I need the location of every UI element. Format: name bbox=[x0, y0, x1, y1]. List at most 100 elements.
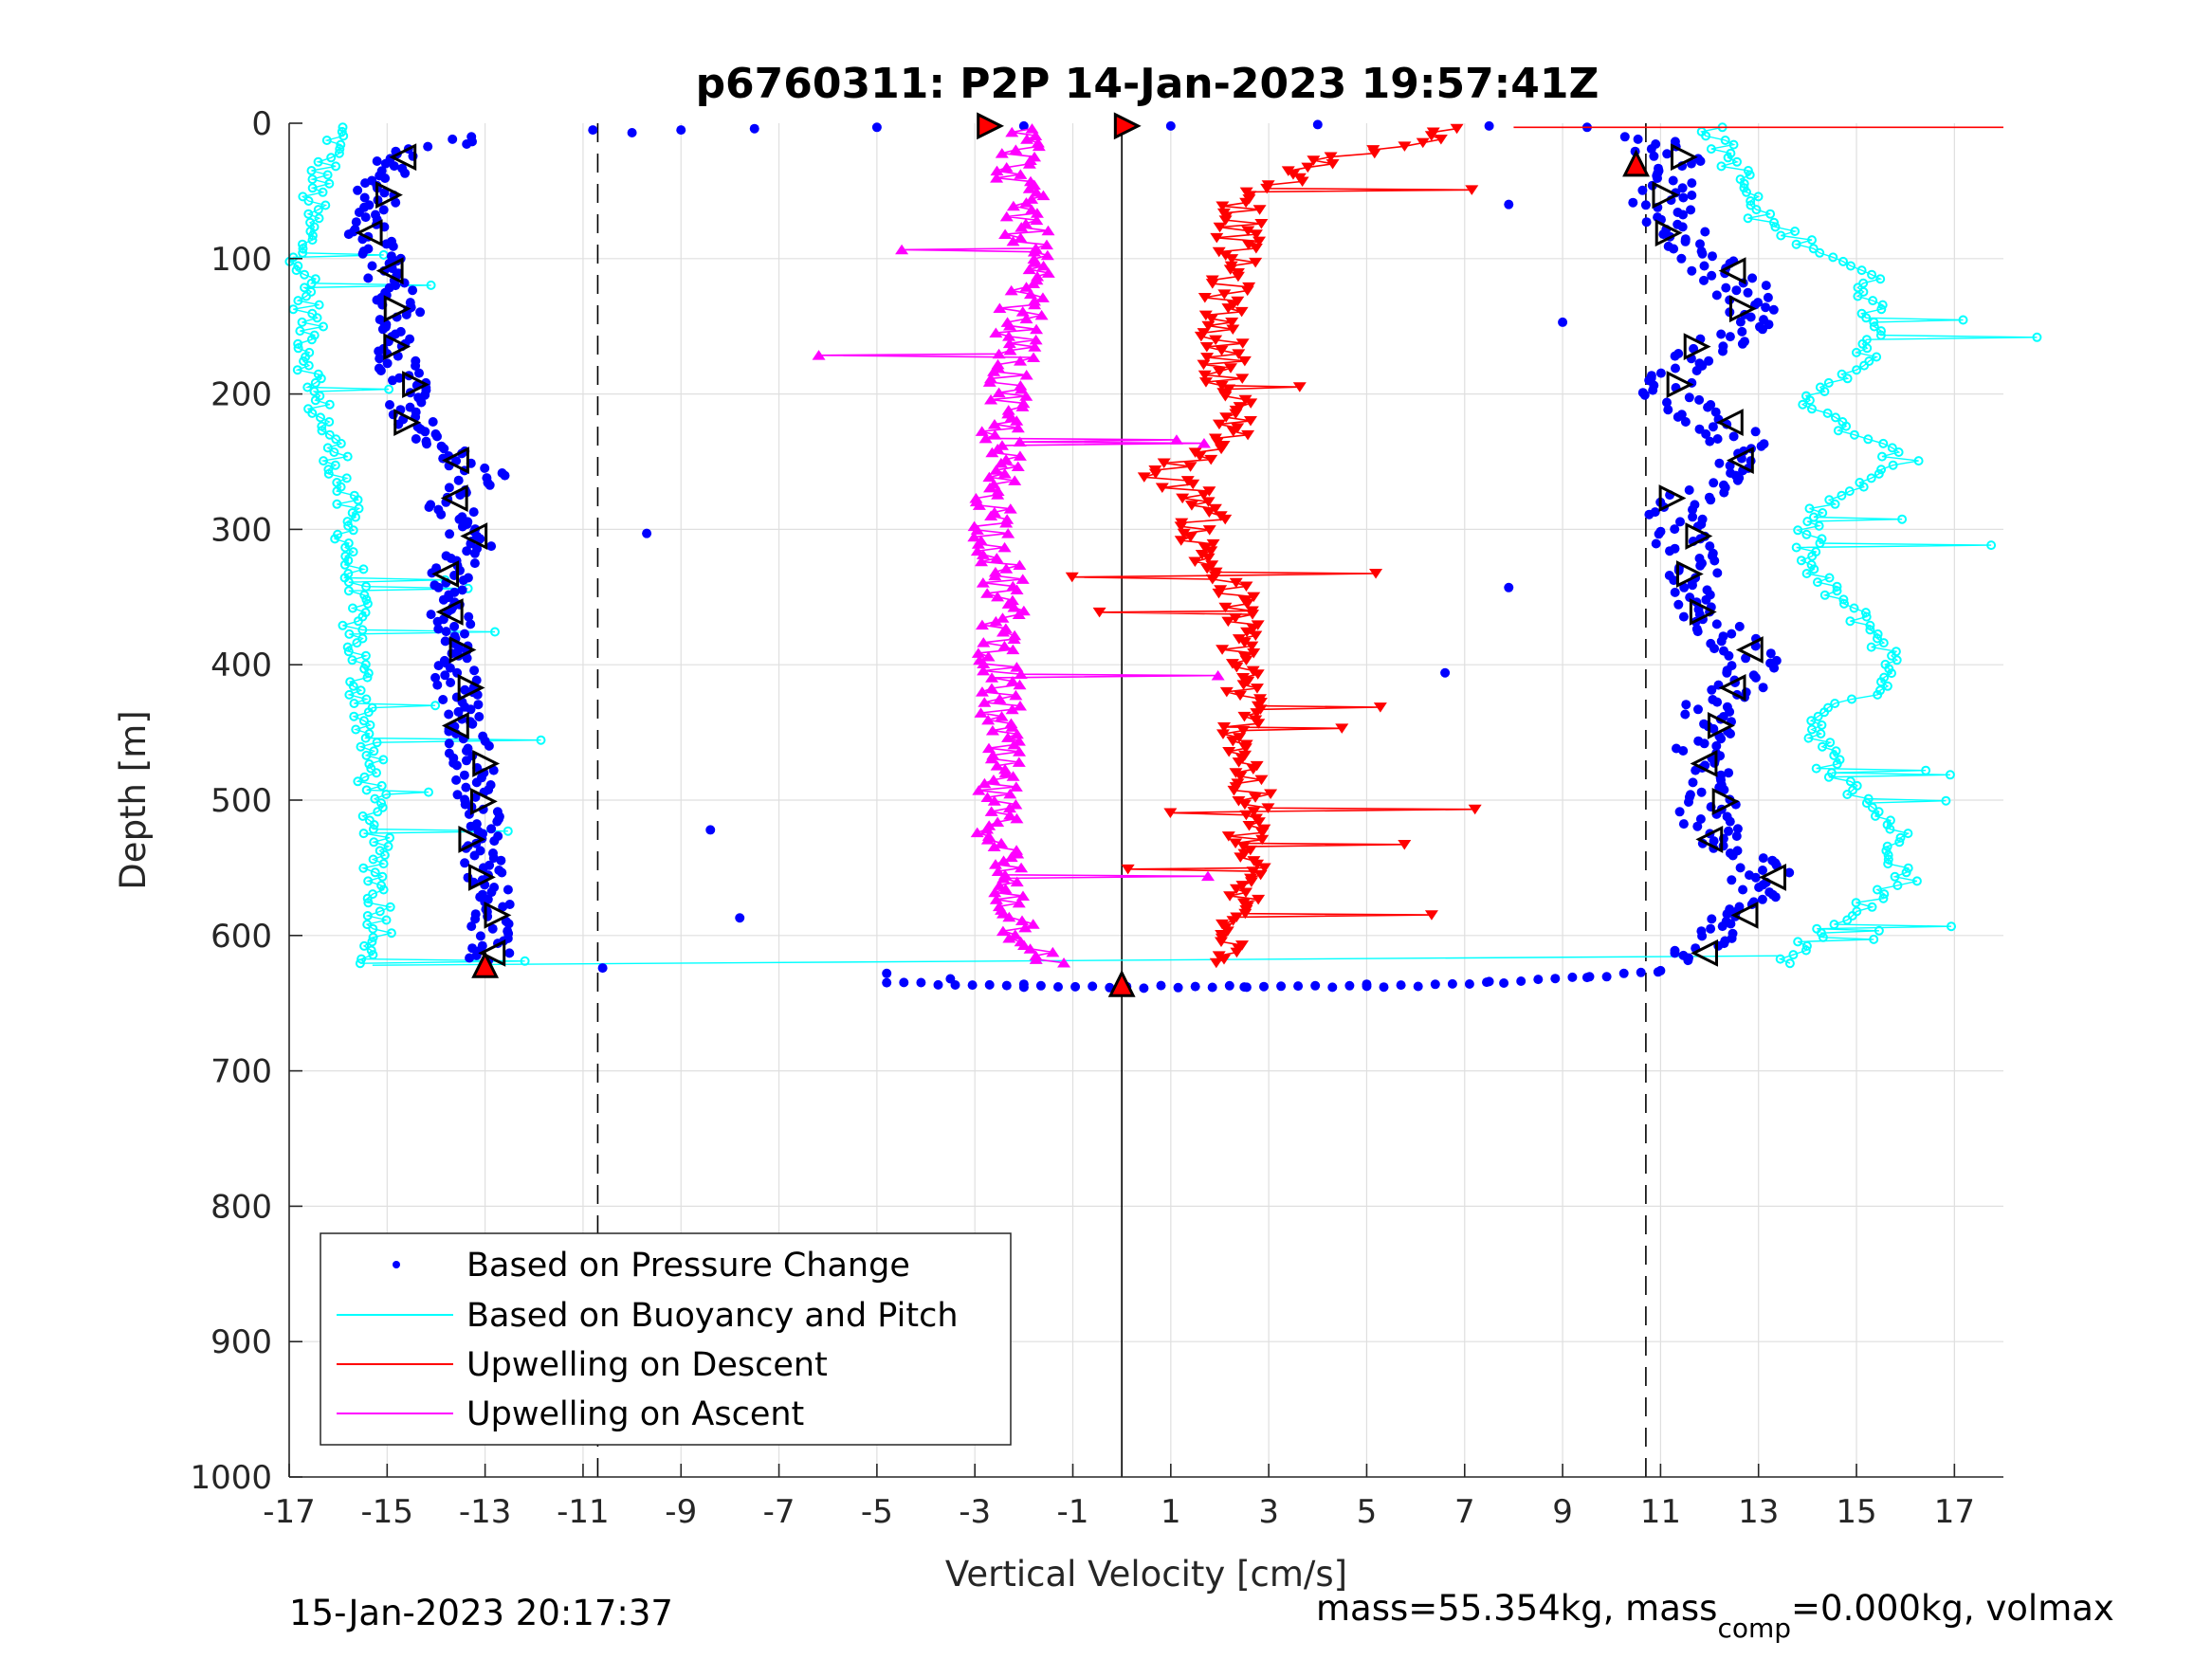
upwelling-descent-marker bbox=[1218, 602, 1233, 613]
upwelling-descent-marker bbox=[1202, 525, 1216, 536]
buoyancy-ascent-point bbox=[1806, 716, 1817, 726]
buoyancy-descent-point bbox=[360, 659, 371, 669]
upwelling-ascent-marker bbox=[1013, 436, 1027, 447]
upwelling-descent-marker bbox=[1197, 489, 1211, 501]
pressure-descent-point bbox=[489, 836, 500, 847]
pressure-ascent-point bbox=[1678, 210, 1688, 220]
descent-marker bbox=[383, 295, 411, 323]
buoyancy-descent-point bbox=[351, 724, 361, 735]
ascent-marker bbox=[1730, 901, 1759, 929]
pressure-descent-point bbox=[375, 366, 386, 375]
upwelling-ascent-marker bbox=[985, 725, 999, 736]
buoyancy-descent-point bbox=[310, 377, 320, 388]
upwelling-descent-marker bbox=[1226, 324, 1240, 335]
pressure-bottom-point bbox=[1499, 978, 1509, 988]
upwelling-ascent-marker bbox=[1003, 810, 1017, 820]
upwelling-ascent-marker bbox=[975, 556, 989, 567]
buoyancy-descent-point bbox=[314, 300, 324, 310]
legend-label-pressure: Based on Pressure Change bbox=[466, 1247, 910, 1285]
upwelling-descent-marker bbox=[1295, 176, 1309, 188]
pressure-ascent-point bbox=[1763, 292, 1773, 302]
pressure-ascent-point bbox=[1750, 872, 1761, 883]
pressure-ascent-point bbox=[1687, 191, 1697, 200]
upwelling-ascent-marker bbox=[987, 795, 1001, 806]
upwelling-ascent-marker bbox=[975, 426, 989, 436]
ascent-marker bbox=[1675, 560, 1704, 588]
pressure-descent-point bbox=[433, 661, 444, 671]
upwelling-descent-marker bbox=[1335, 723, 1349, 734]
buoyancy-ascent-point bbox=[1866, 642, 1876, 652]
pressure-ascent-point bbox=[1686, 205, 1696, 215]
buoyancy-ascent-point bbox=[1716, 161, 1727, 172]
buoyancy-descent-point bbox=[340, 542, 351, 553]
upwelling-ascent-marker bbox=[1013, 679, 1027, 690]
upwelling-descent-marker bbox=[1252, 205, 1267, 215]
upwelling-ascent-marker bbox=[1007, 602, 1021, 612]
pressure-ascent-point bbox=[1665, 546, 1674, 556]
upwelling-descent-marker bbox=[1253, 869, 1268, 881]
buoyancy-ascent-point bbox=[1873, 689, 1883, 700]
upwelling-descent-marker bbox=[1241, 240, 1255, 250]
upwelling-ascent-marker bbox=[1029, 130, 1043, 141]
buoyancy-ascent-point bbox=[1895, 832, 1906, 843]
buoyancy-ascent-point bbox=[1861, 798, 1872, 809]
pressure-ascent-point bbox=[1648, 385, 1658, 395]
upwelling-ascent-marker bbox=[1019, 370, 1033, 380]
pressure-ascent-point bbox=[1724, 650, 1734, 661]
upwelling-ascent-marker bbox=[980, 834, 995, 845]
upwelling-ascent-marker bbox=[1020, 134, 1034, 144]
upwelling-descent-marker bbox=[1398, 839, 1412, 850]
upwelling-ascent-marker bbox=[989, 615, 1003, 627]
footer-timestamp: 15-Jan-2023 20:17:37 bbox=[289, 1593, 673, 1633]
upwelling-ascent-marker bbox=[1011, 422, 1025, 433]
upwelling-descent-marker bbox=[1214, 937, 1228, 947]
pressure-descent-point bbox=[471, 777, 482, 788]
upwelling-descent-marker bbox=[1213, 366, 1227, 377]
upwelling-ascent-marker bbox=[996, 627, 1010, 637]
pressure-ascent-point bbox=[1654, 529, 1664, 539]
pressure-bottom-point bbox=[597, 963, 608, 974]
buoyancy-descent-point bbox=[358, 863, 369, 873]
buoyancy-ascent-point bbox=[1811, 763, 1821, 774]
upwelling-descent-marker bbox=[1223, 264, 1237, 275]
buoyancy-descent-point bbox=[368, 923, 378, 934]
buoyancy-ascent-point bbox=[1790, 227, 1801, 236]
pressure-ascent-point bbox=[1619, 132, 1630, 142]
upwelling-descent-marker bbox=[1092, 607, 1106, 618]
pressure-descent-point bbox=[378, 205, 389, 215]
upwelling-ascent-marker bbox=[1040, 249, 1054, 261]
upwelling-ascent-marker bbox=[977, 637, 991, 647]
upwelling-descent-marker bbox=[1251, 669, 1265, 680]
buoyancy-descent-point bbox=[323, 468, 334, 479]
buoyancy-ascent-point bbox=[1807, 235, 1817, 246]
buoyancy-descent-point bbox=[358, 829, 369, 839]
upwelling-ascent-marker bbox=[1011, 848, 1025, 859]
buoyancy-ascent-point bbox=[1873, 884, 1882, 895]
pressure-ascent-point bbox=[1770, 892, 1781, 902]
y-tick-label: 100 bbox=[210, 241, 272, 279]
pressure-descent-point bbox=[354, 208, 364, 217]
pressure-descent-point bbox=[464, 611, 474, 622]
buoyancy-descent-point bbox=[356, 954, 367, 964]
pressure-ascent-point bbox=[1670, 524, 1680, 535]
upwelling-descent-marker bbox=[1325, 158, 1340, 170]
buoyancy-ascent-point bbox=[1883, 850, 1893, 860]
upwelling-descent-marker bbox=[1424, 910, 1438, 921]
upwelling-ascent-marker bbox=[1014, 232, 1028, 243]
buoyancy-ascent-point bbox=[1847, 694, 1856, 704]
upwelling-ascent-marker bbox=[1009, 798, 1023, 810]
upwelling-descent-marker bbox=[1246, 610, 1260, 620]
upwelling-ascent-marker bbox=[1013, 746, 1027, 757]
upwelling-descent-marker bbox=[1205, 279, 1219, 289]
upwelling-descent-marker bbox=[1307, 155, 1321, 166]
upwelling-ascent-marker bbox=[984, 753, 998, 764]
pressure-descent-point bbox=[486, 887, 497, 898]
pressure-descent-point bbox=[503, 919, 514, 929]
upwelling-ascent-marker bbox=[990, 553, 1004, 563]
pressure-descent-point bbox=[343, 229, 354, 240]
buoyancy-ascent-point bbox=[1876, 326, 1886, 337]
pressure-ascent-point bbox=[1653, 173, 1662, 183]
buoyancy-descent-point bbox=[316, 412, 325, 423]
upwelling-ascent-marker bbox=[971, 538, 985, 549]
